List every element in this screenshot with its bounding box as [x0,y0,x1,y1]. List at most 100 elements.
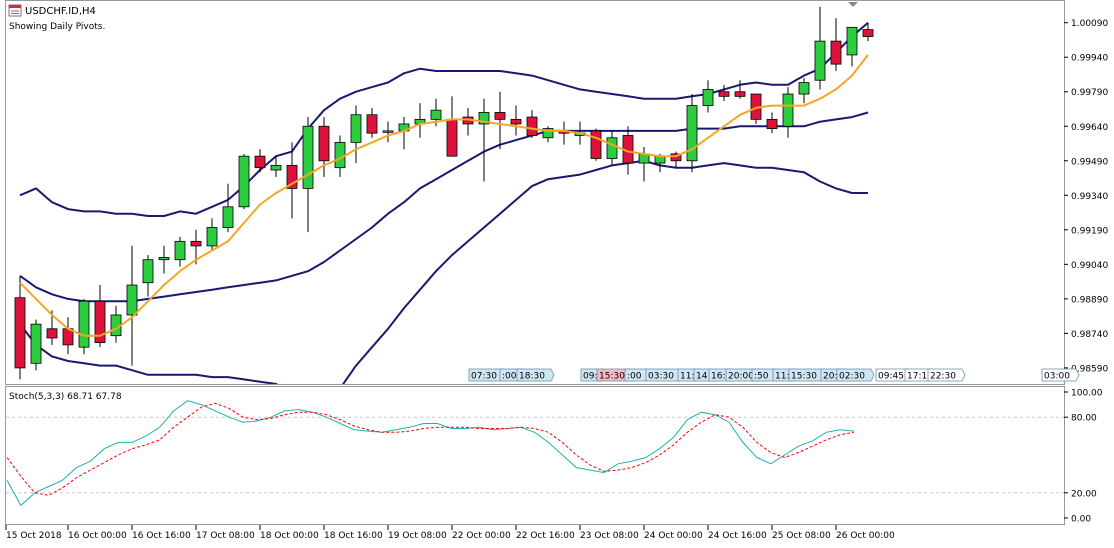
candle-body [670,153,682,162]
time-axis-label: 24 Oct 00:00 [644,531,703,541]
price-axis-label: 0.99640 [1071,123,1108,133]
session-tag: 02:30 [836,368,875,382]
stoch-axis-label: 0.00 [1071,515,1091,525]
time-axis-label: 19 Oct 08:00 [388,531,447,541]
session-tag-box [836,368,875,382]
candle-body [654,155,666,164]
price-axis-label: 0.99940 [1071,54,1108,64]
candle-body [766,118,778,129]
session-tag: 03:00 [1041,368,1080,382]
price-axis-label: 0.98890 [1071,295,1108,305]
time-axis-label: 22 Oct 16:00 [516,531,575,541]
session-tag: 22:30 [927,368,966,382]
candle-body [702,89,714,106]
price-axis-label: 0.99490 [1071,157,1108,167]
session-tag-label: 20: [823,372,837,382]
session-tag-label: 09:45 [878,372,904,382]
candle-body [350,114,362,143]
candle-body [526,116,538,136]
candle-body [238,155,250,208]
candle-body [142,259,154,284]
candle-body [542,128,554,139]
candle-body [158,257,170,261]
session-tag-label: 18:30 [519,372,545,382]
candle-body [46,328,58,339]
time-axis-label: 16 Oct 16:00 [132,531,191,541]
session-tag: 15:30 [788,368,827,382]
stoch-signal-line [6,402,855,496]
session-tag-label: 15:30 [599,372,625,382]
price-axis-label: 0.98590 [1071,364,1108,374]
candle-body [846,26,858,56]
time-axis-label: 23 Oct 08:00 [580,531,639,541]
bollinger-lower-line [19,159,868,384]
session-tag-box [927,368,966,382]
moving-average-line [19,54,869,337]
time-axis-label: 17 Oct 08:00 [196,531,255,541]
session-tag-label: 11: [680,372,694,382]
candle-body [94,300,106,343]
time-axis-label: 18 Oct 00:00 [260,531,319,541]
session-tag-label: 02:30 [839,372,865,382]
candle-body [862,29,874,37]
candle-body [366,114,378,134]
candle-body [814,40,826,81]
candle-body [190,240,202,247]
time-axis-label: 26 Oct 00:00 [836,531,895,541]
candle-body [606,137,618,159]
shift-marker-icon[interactable] [848,2,858,7]
session-tag: 18:30 [516,368,555,382]
session-tag-label: 14: [696,372,710,382]
time-axis-label: 24 Oct 16:00 [708,531,767,541]
session-tag-label: :00 [627,372,642,382]
price-axis-label: 0.99190 [1071,226,1108,236]
candle-body [126,284,138,316]
stoch-panel-frame [5,386,1065,525]
candle-body [798,82,810,95]
session-tag-label: 20:00 [728,372,754,382]
time-axis-label: 16 Oct 00:00 [68,531,127,541]
stoch-title: Stoch(5,3,3) 68.71 67.78 [9,392,122,402]
session-tag-label: :00 [502,372,517,382]
time-axis-label: 18 Oct 16:00 [324,531,383,541]
session-tag-box [516,368,555,382]
candle-body [478,112,490,125]
candle-body [382,130,394,133]
candle-body [686,105,698,162]
candle-body [734,91,746,97]
candle-body [334,141,346,169]
candle-body [222,206,234,228]
candle-body [78,300,90,348]
time-axis-label: 15 Oct 2018 [6,531,62,541]
session-tag-label: 17:1 [907,372,927,382]
candle-body [510,118,522,125]
session-tag-label: 03:30 [648,372,674,382]
stoch-axis-label: 20.00 [1071,489,1097,499]
session-tag-label: 15:30 [791,372,817,382]
candle-body [446,118,458,157]
chart-subtitle: Showing Daily Pivots. [9,22,105,32]
candle-body [30,323,42,364]
stoch-main-line [6,400,855,507]
session-tag-label: 16: [711,372,725,382]
candle-body [254,155,266,169]
window-icon [8,4,22,17]
candle-body [718,91,730,97]
candle-body [286,164,298,189]
candle-body [830,40,842,65]
stoch-axis-label: 80.00 [1071,414,1097,424]
candle-body [782,93,794,127]
candle-body [494,112,506,120]
bollinger-middle-line [19,111,869,303]
session-tag-box [1041,368,1080,382]
candle-body [430,109,442,120]
time-axis-label: 22 Oct 00:00 [452,531,511,541]
price-axis-label: 0.99340 [1071,192,1108,202]
main-plot-area [14,6,874,384]
session-tag-label: 09: [583,372,597,382]
session-tag-label: 07:30 [471,372,497,382]
session-tag-label: :50 [754,372,769,382]
candle-body [174,240,186,261]
price-axis-label: 0.99040 [1071,261,1108,271]
